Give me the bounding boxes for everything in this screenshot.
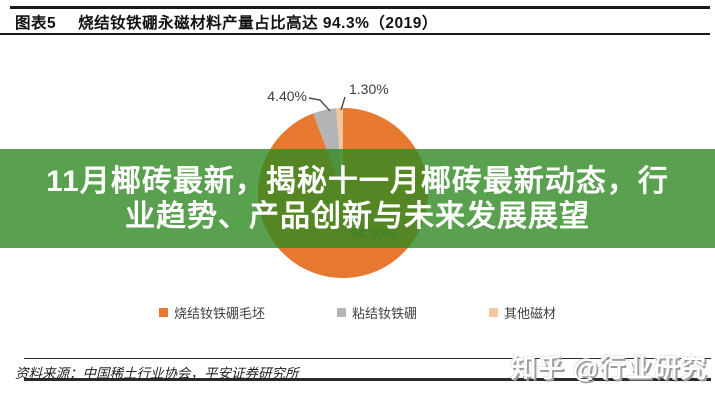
legend-item-sintered: 烧结钕铁硼毛坯 [158, 303, 265, 322]
header-bottom-rule [0, 33, 710, 35]
data-label-bonded: 4.40% [267, 88, 307, 104]
watermark: 知乎 @行业研究 [510, 353, 707, 383]
footer-bottom-rule [24, 378, 711, 381]
source-note: 资料来源：中国稀土行业协会，平安证券研究所 [15, 366, 299, 381]
legend-swatch-sintered [158, 307, 168, 317]
banner-text-line2: 业趋势、产品创新与未来发展展望 [125, 199, 590, 233]
figure-header: 图表5 烧结钕铁硼永磁材料产量占比高达 94.3%（2019） [15, 11, 705, 33]
leader-line-other [340, 96, 346, 111]
legend-swatch-other [489, 307, 498, 317]
overlay-banner: 11月椰砖最新，揭秘十一月椰砖最新动态，行 业趋势、产品创新与未来发展展望 [0, 149, 715, 248]
legend-label-other: 其他磁材 [504, 305, 557, 321]
legend-item-bonded: 粘结钕铁硼 [336, 303, 417, 322]
banner-text-line1: 11月椰砖最新，揭秘十一月椰砖最新动态，行 [46, 164, 669, 198]
chart-legend: 烧结钕铁硼毛坯 粘结钕铁硼 其他磁材 [0, 302, 715, 322]
data-label-other: 1.30% [349, 81, 389, 97]
legend-label-sintered: 烧结钕铁硼毛坯 [173, 305, 265, 321]
legend-swatch-bonded [336, 307, 346, 317]
figure-title: 烧结钕铁硼永磁材料产量占比高达 94.3%（2019） [78, 15, 438, 32]
legend-label-bonded: 粘结钕铁硼 [351, 305, 417, 321]
legend-item-other: 其他磁材 [489, 303, 556, 322]
figure-number: 图表5 [15, 15, 57, 32]
footer-top-rule [24, 358, 711, 360]
leader-line-bonded [308, 97, 331, 112]
header-top-rule [10, 6, 710, 9]
